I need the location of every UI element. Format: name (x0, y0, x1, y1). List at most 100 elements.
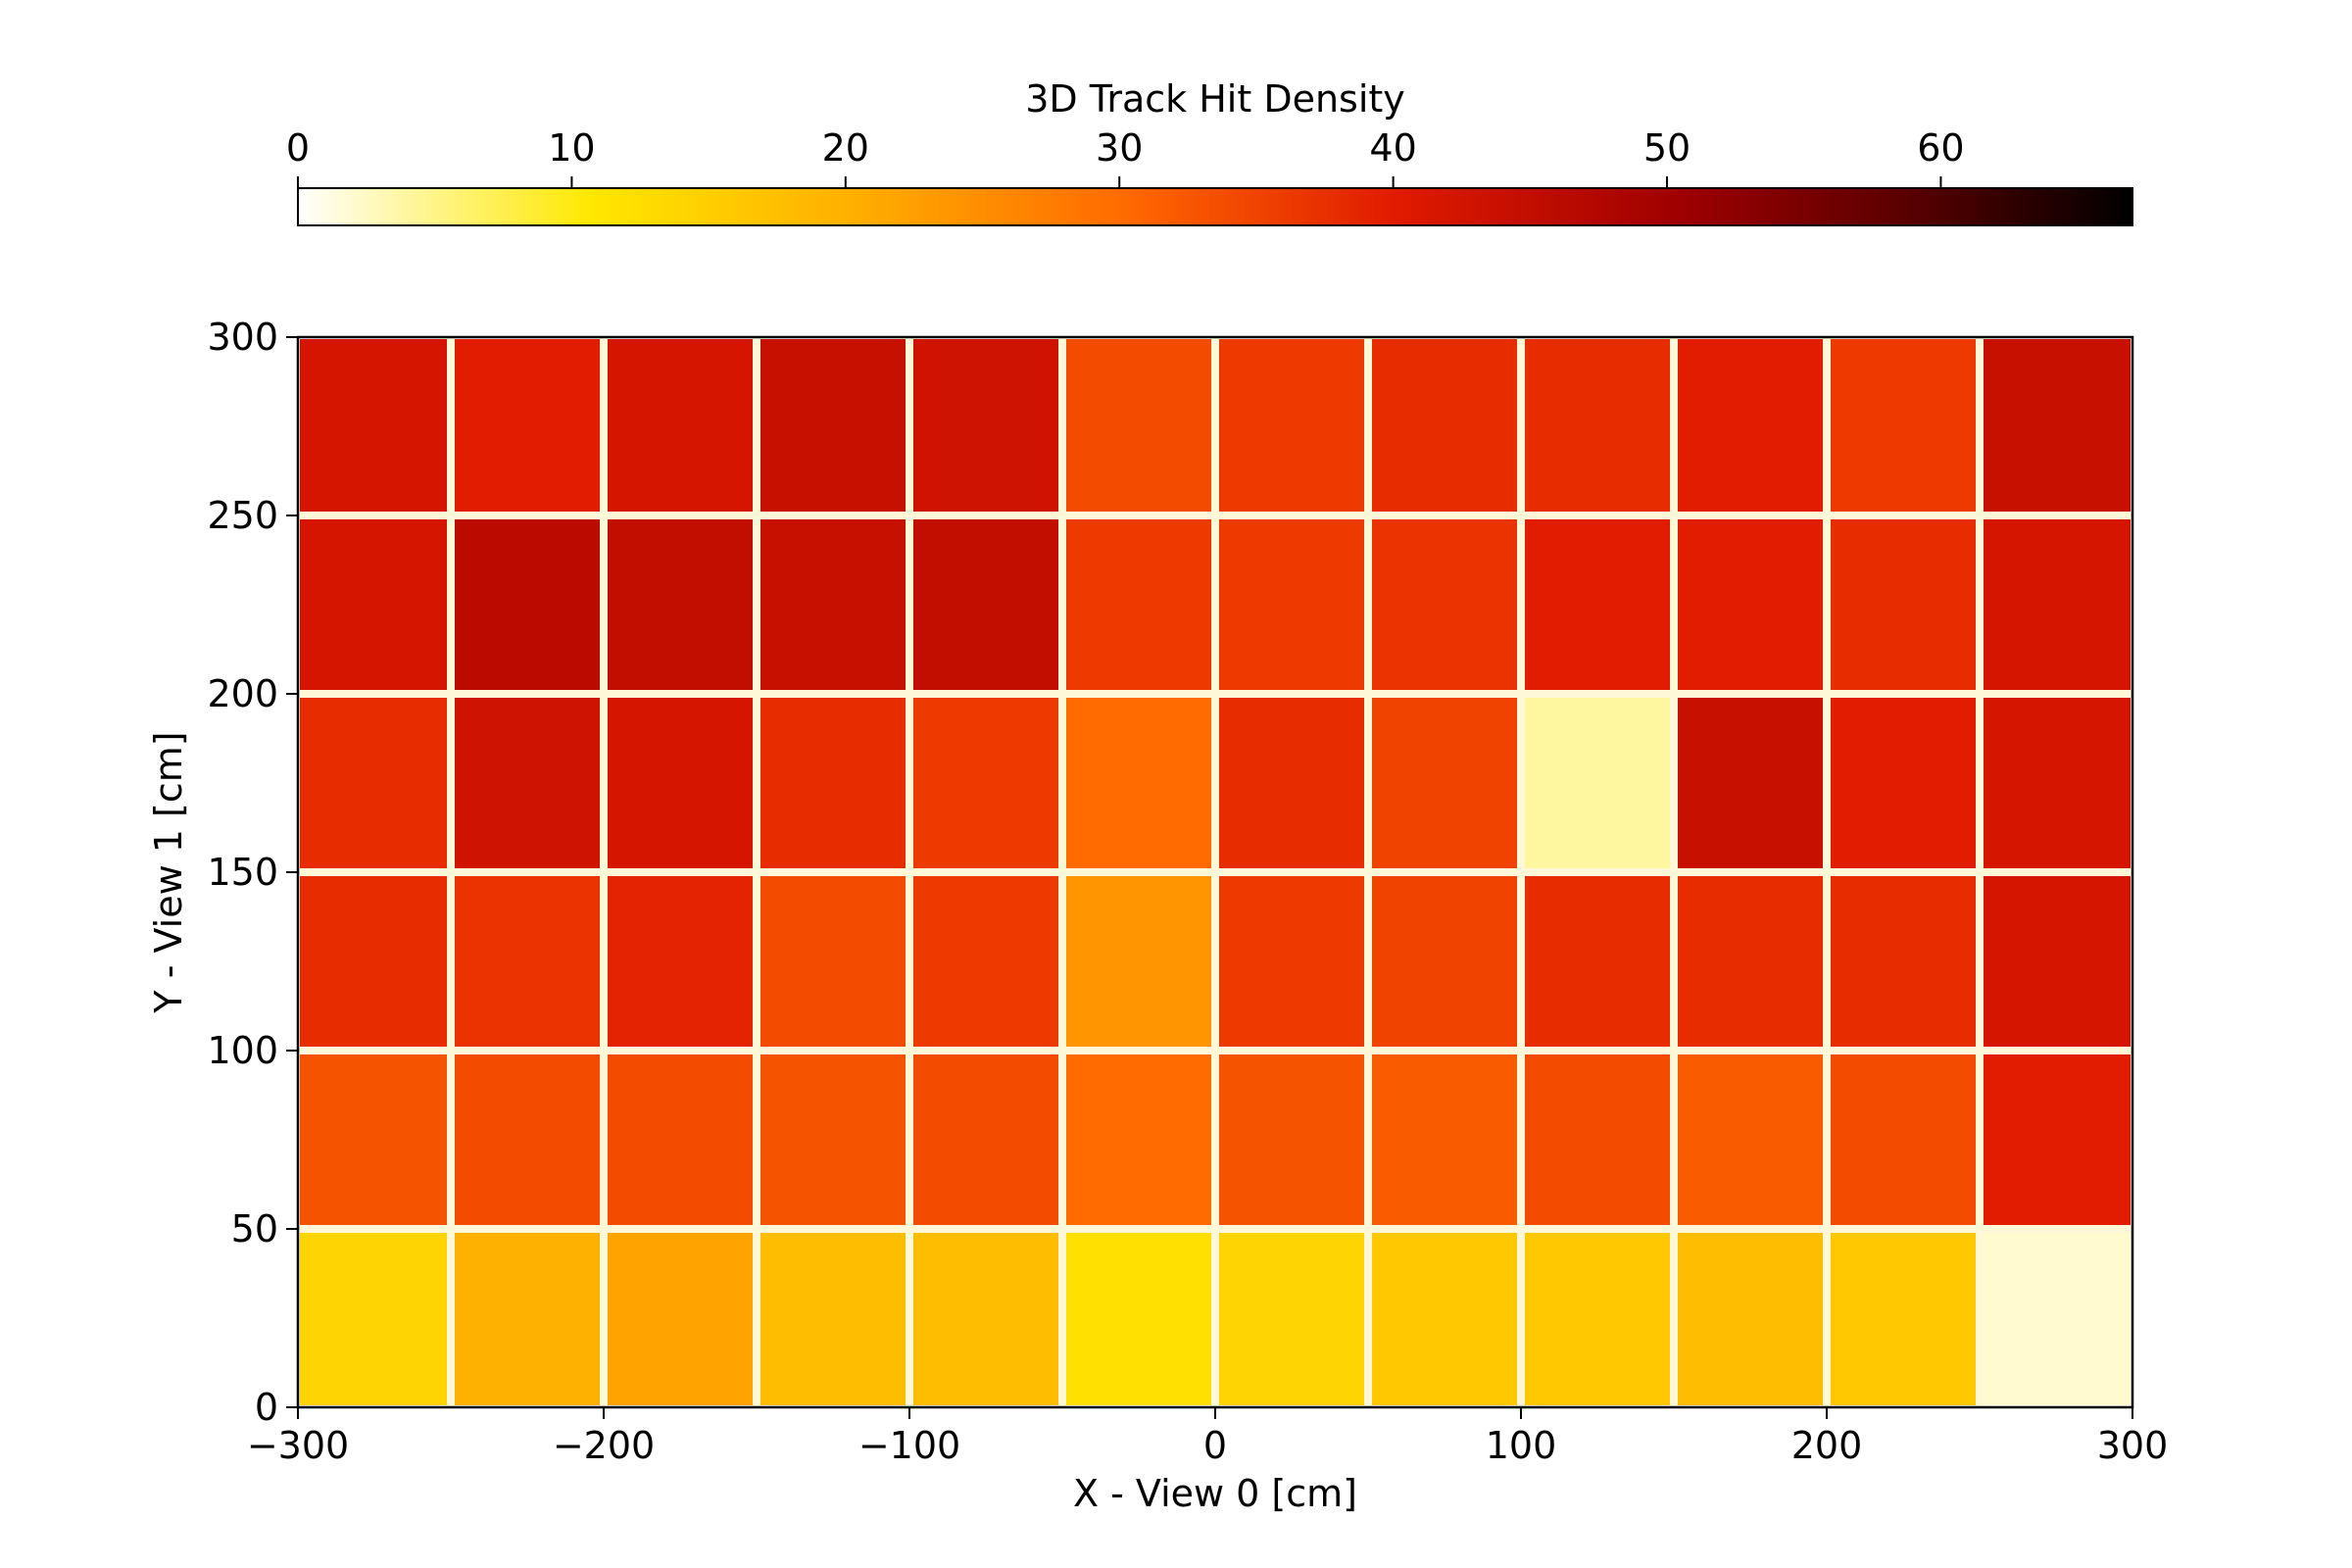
heatmap-cell (1370, 1053, 1519, 1227)
colorbar-tick-label: 50 (1643, 126, 1690, 170)
y-tick-label: 100 (207, 1029, 278, 1072)
heatmap-cell (1676, 874, 1825, 1049)
heatmap-cell (1370, 339, 1519, 514)
heatmap-cell (1217, 874, 1366, 1049)
heatmap-cell (911, 517, 1060, 692)
heatmap-cell (1829, 339, 1978, 514)
heatmap-cell (911, 339, 1060, 514)
heatmap-cell (1829, 517, 1978, 692)
x-tick-label: 200 (1791, 1424, 1863, 1467)
heatmap-cell (300, 1231, 449, 1405)
heatmap-cell (759, 517, 907, 692)
heatmap-cell (1829, 696, 1978, 870)
x-tick-label: 100 (1486, 1424, 1557, 1467)
module-gap-horizontal (298, 1047, 2132, 1054)
heatmap-cell (1523, 1053, 1672, 1227)
heatmap-cell (1982, 1053, 2131, 1227)
heatmap-cell (453, 339, 602, 514)
colorbar-tick-label: 10 (548, 126, 595, 170)
heatmap-cell (606, 1231, 755, 1405)
heatmap-cell (1217, 517, 1366, 692)
heatmap-cell (1676, 517, 1825, 692)
heatmap-cell (453, 517, 602, 692)
heatmap-cell (1523, 339, 1672, 514)
heatmap-cell (606, 874, 755, 1049)
heatmap-cell (1217, 1231, 1366, 1405)
heatmap-cell (606, 696, 755, 870)
module-gap-horizontal (298, 512, 2132, 519)
y-tick-label: 50 (231, 1207, 278, 1250)
heatmap-cell (1064, 517, 1213, 692)
plot-area (296, 335, 2134, 1409)
colorbar-tick-label: 0 (286, 126, 310, 170)
heatmap-cell (1064, 1231, 1213, 1405)
module-gap-horizontal (298, 1225, 2132, 1233)
heatmap-cell (453, 1231, 602, 1405)
module-gap-horizontal (298, 690, 2132, 698)
heatmap-cell (1523, 696, 1672, 870)
heatmap-cell (911, 1053, 1060, 1227)
heatmap-cell (911, 696, 1060, 870)
heatmap-cell (453, 696, 602, 870)
x-tick-label: −300 (247, 1424, 349, 1467)
heatmap-cell (1523, 874, 1672, 1049)
colorbar-ticks: 0 10 20 30 40 50 60 (286, 126, 1965, 188)
heatmap-cell (1370, 517, 1519, 692)
heatmap-cell (1982, 339, 2131, 514)
heatmap-cell (1370, 1231, 1519, 1405)
x-tick-label: 0 (1203, 1424, 1227, 1467)
colorbar-gradient-bar (297, 187, 2133, 226)
heatmap-cell (1676, 696, 1825, 870)
y-tick-label: 150 (207, 851, 278, 894)
x-axis: −300 −200 −100 0 100 200 300 (247, 1407, 2168, 1467)
heatmap-cell (1982, 874, 2131, 1049)
heatmap-cell (1217, 339, 1366, 514)
heatmap-cell (1982, 517, 2131, 692)
heatmap-cell (1064, 339, 1213, 514)
heatmap-cell (1829, 874, 1978, 1049)
heatmap-cell (1064, 1053, 1213, 1227)
heatmap-cell (759, 1053, 907, 1227)
heatmap-cell (759, 696, 907, 870)
colorbar-label: 3D Track Hit Density (1025, 77, 1405, 121)
y-tick-label: 300 (207, 316, 278, 359)
heatmap-cell (1676, 339, 1825, 514)
heatmap-cell (300, 696, 449, 870)
heatmap-cell (300, 874, 449, 1049)
heatmap-cell (1523, 517, 1672, 692)
x-tick-label: 300 (2097, 1424, 2169, 1467)
heatmap-cell (1676, 1053, 1825, 1227)
heatmap-cell (1676, 1231, 1825, 1405)
colorbar-tick-label: 20 (822, 126, 869, 170)
heatmap-cell (300, 339, 449, 514)
heatmap-cell (1217, 1053, 1366, 1227)
heatmap-cell (1217, 696, 1366, 870)
heatmap-cell (300, 1053, 449, 1227)
heatmap-cell (1064, 874, 1213, 1049)
y-tick-label: 200 (207, 672, 278, 715)
heatmap-cell (1982, 696, 2131, 870)
heatmap-cell (606, 517, 755, 692)
heatmap-cell (1523, 1231, 1672, 1405)
heatmap-cell (911, 1231, 1060, 1405)
heatmap-cell (759, 874, 907, 1049)
heatmap-cells (298, 337, 2132, 1407)
x-tick-label: −100 (858, 1424, 960, 1467)
heatmap-cell (1370, 874, 1519, 1049)
y-axis-label: Y - View 1 [cm] (147, 731, 190, 1013)
module-gap-horizontal (298, 868, 2132, 876)
heatmap-cell (453, 1053, 602, 1227)
heatmap-cell (1982, 1231, 2131, 1405)
heatmap-cell (911, 874, 1060, 1049)
heatmap-cell (1370, 696, 1519, 870)
x-axis-label: X - View 0 [cm] (1073, 1472, 1357, 1515)
colorbar-tick-label: 30 (1096, 126, 1143, 170)
heatmap-cell (606, 1053, 755, 1227)
heatmap-cell (1064, 696, 1213, 870)
colorbar-tick-label: 60 (1917, 126, 1964, 170)
heatmap-cell (759, 339, 907, 514)
colorbar-tick-label: 40 (1369, 126, 1416, 170)
colorbar: 3D Track Hit Density 0 10 20 30 40 50 60 (286, 77, 2133, 226)
heatmap-cell (1829, 1053, 1978, 1227)
